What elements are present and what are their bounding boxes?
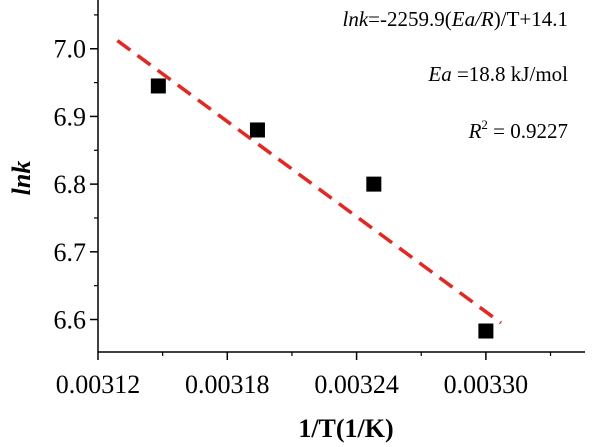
eq-part3: Ea/R	[451, 7, 494, 31]
r2-part3: = 0.9227	[488, 119, 568, 143]
eq-part4: )/T+14.1	[494, 7, 568, 31]
x-tick-label: 0.00330	[444, 370, 529, 399]
equation-annotation: lnk=-2259.9(Ea/R)/T+14.1	[343, 7, 569, 31]
y-tick-label: 6.6	[54, 306, 87, 335]
eq-part1: lnk	[343, 7, 369, 31]
ea-annotation: Ea =18.8 kJ/mol	[427, 62, 568, 86]
x-tick-label: 0.00318	[185, 370, 270, 399]
y-tick-label: 6.7	[54, 238, 87, 267]
y-tick-label: 6.8	[54, 170, 87, 199]
x-axis-title: 1/T(1/K)	[298, 414, 393, 443]
fit-line-group	[116, 39, 502, 325]
y-axis-title: lnk	[7, 161, 36, 196]
data-point	[366, 176, 382, 192]
data-point	[478, 323, 494, 339]
eq-part2: =-2259.9(	[368, 7, 452, 31]
y-tick-label: 7.0	[54, 35, 87, 64]
r2-part2: 2	[481, 117, 488, 132]
data-point	[150, 78, 166, 94]
data-points-group	[150, 78, 494, 339]
y-axis-title-text: lnk	[7, 161, 36, 196]
r2-part1: R	[468, 119, 482, 143]
axes	[90, 0, 585, 360]
x-tick-label: 0.00312	[56, 370, 141, 399]
r2-annotation: R2 = 0.9227	[468, 117, 568, 143]
fit-line	[116, 39, 502, 325]
y-tick-label: 6.9	[54, 102, 87, 131]
ea-part1: Ea	[427, 62, 451, 86]
data-point	[249, 122, 265, 138]
tick-labels-group: 6.6 6.7 6.8 6.9 7.0 0.00312 0.00318 0.00324 0.00…	[54, 35, 529, 399]
x-tick-label: 0.00324	[314, 370, 399, 399]
ea-part2: =18.8 kJ/mol	[452, 62, 568, 86]
